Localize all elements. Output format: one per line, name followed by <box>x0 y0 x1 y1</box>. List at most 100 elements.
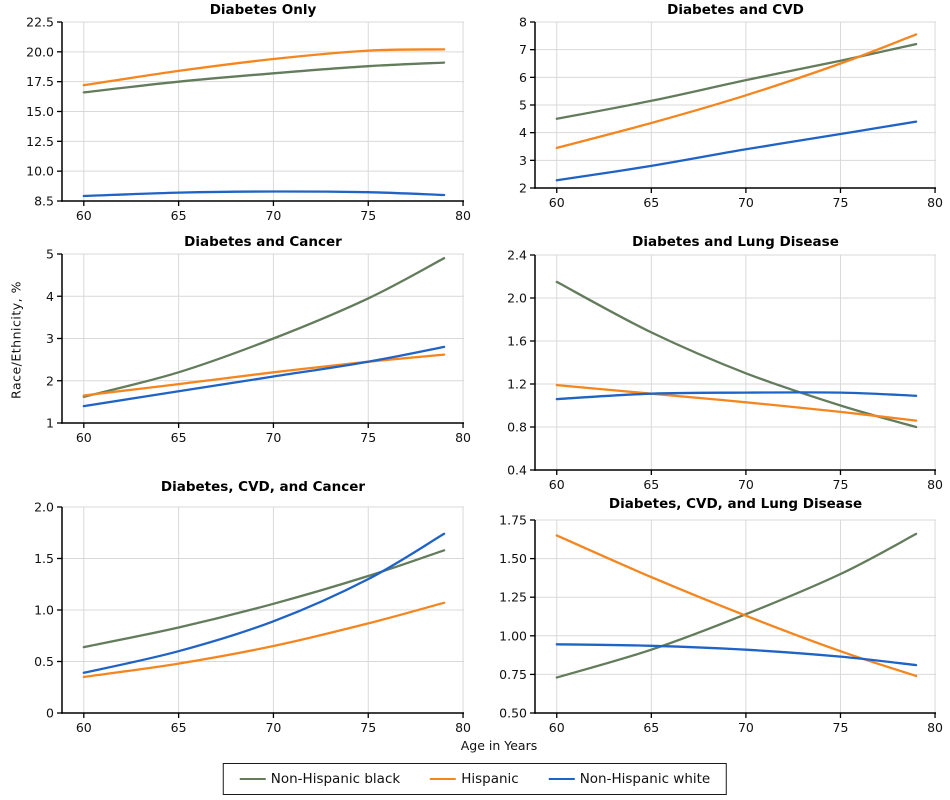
y-tick-label: 8.5 <box>34 194 54 209</box>
series-line-non-hispanic-white <box>555 643 918 667</box>
x-tick-label: 65 <box>643 195 659 210</box>
x-tick-label: 60 <box>549 195 565 210</box>
series-line-hispanic <box>82 601 446 679</box>
x-tick-label: 80 <box>455 208 471 223</box>
panel-4: 0 0.5 1.0 1.5 2.0 60 65 70 75 80 <box>34 500 471 736</box>
legend-label: Non-Hispanic white <box>579 771 711 787</box>
panel-title-diabetes-and-lung-disease: Diabetes and Lung Disease <box>632 234 839 250</box>
panel-1: 2 3 4 5 6 7 8 60 65 70 75 80 <box>519 15 943 211</box>
panel-title-diabetes-cvd-and-lung-disease: Diabetes, CVD, and Lung Disease <box>608 496 863 512</box>
y-tick-label: 1.5 <box>34 551 54 566</box>
y-tick-label: 0.5 <box>34 654 54 669</box>
x-tick-label: 75 <box>360 430 376 445</box>
series-line-non-hispanic-black <box>555 280 918 429</box>
y-tick-label: 5 <box>519 98 527 113</box>
y-tick-label: 20.0 <box>26 44 54 59</box>
x-tick-label: 70 <box>265 430 281 445</box>
series-line-non-hispanic-white <box>555 120 918 182</box>
series-line-non-hispanic-white <box>82 190 446 198</box>
series-line-hispanic <box>555 33 918 150</box>
x-axis-label: Age in Years <box>460 738 538 753</box>
series-line-non-hispanic-black <box>82 61 446 94</box>
x-tick-label: 60 <box>549 720 565 735</box>
series-line-hispanic <box>82 48 446 87</box>
y-tick-label: 1.25 <box>499 590 527 605</box>
x-tick-label: 80 <box>927 195 943 210</box>
y-tick-label: 12.5 <box>26 134 54 149</box>
y-tick-label: 1.0 <box>34 603 54 618</box>
panel-title-diabetes-only: Diabetes Only <box>209 2 317 18</box>
legend-item-non-hispanic-black: Non-Hispanic black <box>239 771 401 787</box>
x-tick-label: 80 <box>455 720 471 735</box>
x-tick-label: 80 <box>455 430 471 445</box>
y-tick-label: 7 <box>519 42 527 57</box>
x-tick-label: 75 <box>833 720 849 735</box>
series-line-non-hispanic-black <box>82 549 446 649</box>
y-tick-label: 2.0 <box>507 291 527 306</box>
legend-label: Hispanic <box>461 771 519 787</box>
series-line-hispanic <box>82 353 446 397</box>
x-tick-label: 75 <box>833 477 849 492</box>
y-tick-label: 1.50 <box>499 551 527 566</box>
series-line-hispanic <box>555 383 918 422</box>
y-tick-label: 0.4 <box>507 463 527 478</box>
legend-line-swatch-non-hispanic-black <box>239 778 266 780</box>
legend-item-non-hispanic-white: Non-Hispanic white <box>548 771 711 787</box>
x-tick-label: 65 <box>643 720 659 735</box>
y-tick-label: 1.00 <box>499 628 527 643</box>
legend-line-swatch-hispanic <box>430 778 457 780</box>
y-tick-label: 5 <box>46 247 54 262</box>
y-tick-label: 2.0 <box>34 500 54 515</box>
x-tick-label: 60 <box>76 720 92 735</box>
panel-3: 0.4 0.8 1.2 1.6 2.0 2.4 60 65 70 75 80 <box>507 248 943 493</box>
panel-5: 0.50 0.75 1.00 1.25 1.50 1.75 60 65 70 75 80 <box>499 513 943 736</box>
y-tick-label: 3 <box>519 153 527 168</box>
y-tick-label: 4 <box>46 289 54 304</box>
series-line-non-hispanic-white <box>82 345 446 408</box>
x-tick-label: 75 <box>360 208 376 223</box>
y-tick-label: 2.4 <box>507 248 527 263</box>
y-tick-label: 10.0 <box>26 164 54 179</box>
x-tick-label: 60 <box>549 477 565 492</box>
y-tick-label: 3 <box>46 331 54 346</box>
panel-title-diabetes-and-cvd: Diabetes and CVD <box>667 2 804 18</box>
series-line-non-hispanic-white <box>555 391 918 401</box>
x-tick-label: 70 <box>738 477 754 492</box>
panel-2: 1 2 3 4 5 60 65 70 75 80 <box>46 247 471 446</box>
y-tick-label: 0 <box>46 706 54 721</box>
y-tick-label: 0.75 <box>499 667 527 682</box>
x-tick-label: 65 <box>171 208 187 223</box>
y-tick-label: 1.75 <box>499 513 527 528</box>
series-line-non-hispanic-black <box>555 532 918 679</box>
legend-label: Non-Hispanic black <box>270 771 401 787</box>
y-tick-label: 4 <box>519 125 527 140</box>
legend: Non-Hispanic black Hispanic Non-Hispanic… <box>222 763 728 795</box>
y-tick-label: 0.8 <box>507 420 527 435</box>
x-tick-label: 70 <box>265 720 281 735</box>
series-line-non-hispanic-black <box>82 257 446 398</box>
x-tick-label: 70 <box>738 720 754 735</box>
y-tick-label: 1.2 <box>507 377 527 392</box>
x-tick-label: 70 <box>265 208 281 223</box>
y-tick-label: 15.0 <box>26 104 54 119</box>
y-tick-label: 8 <box>519 15 527 30</box>
y-axis-label: Race/Ethnicity, % <box>8 281 24 399</box>
y-tick-label: 2 <box>519 181 527 196</box>
panel-title-diabetes-and-cancer: Diabetes and Cancer <box>184 234 342 250</box>
y-tick-label: 17.5 <box>26 74 54 89</box>
y-tick-label: 22.5 <box>26 15 54 30</box>
legend-item-hispanic: Hispanic <box>430 771 519 787</box>
x-tick-label: 75 <box>833 195 849 210</box>
panel-title-diabetes-cvd-and-cancer: Diabetes, CVD, and Cancer <box>160 479 366 495</box>
x-tick-label: 65 <box>171 720 187 735</box>
x-tick-label: 70 <box>738 195 754 210</box>
x-tick-label: 60 <box>76 208 92 223</box>
y-tick-label: 1.6 <box>507 334 527 349</box>
x-tick-label: 65 <box>643 477 659 492</box>
x-tick-label: 75 <box>360 720 376 735</box>
y-tick-label: 6 <box>519 70 527 85</box>
series-line-hispanic <box>555 534 918 678</box>
y-tick-label: 1 <box>46 416 54 431</box>
